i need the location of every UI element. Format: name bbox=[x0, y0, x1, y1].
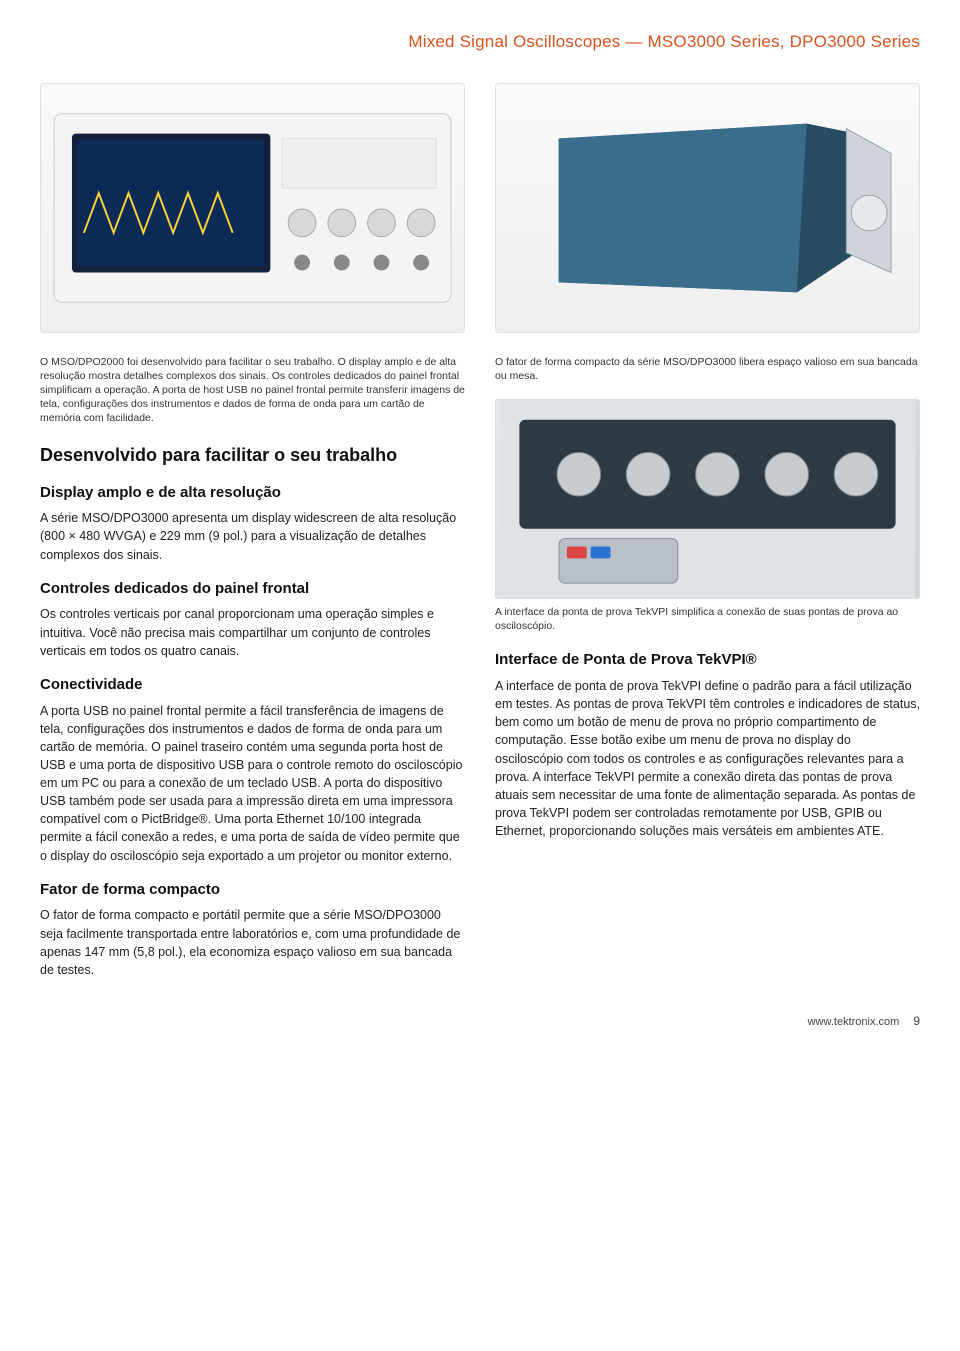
heading-controls: Controles dedicados do painel frontal bbox=[40, 578, 465, 600]
left-column: O MSO/DPO2000 foi desenvolvido para faci… bbox=[40, 355, 465, 987]
right-column: O fator de forma compacto da série MSO/D… bbox=[495, 355, 920, 987]
footer-page-number: 9 bbox=[913, 1013, 920, 1030]
heading-connectivity: Conectividade bbox=[40, 674, 465, 696]
heading-tekvpi: Interface de Ponta de Prova TekVPI® bbox=[495, 649, 920, 671]
hero-image-left bbox=[40, 83, 465, 333]
hero-image-right bbox=[495, 83, 920, 333]
probe-image bbox=[495, 399, 920, 599]
right-caption-1: O fator de forma compacto da série MSO/D… bbox=[495, 355, 920, 383]
hero-image-row bbox=[40, 83, 920, 333]
para-display: A série MSO/DPO3000 apresenta um display… bbox=[40, 509, 465, 563]
probe-closeup-icon bbox=[496, 400, 919, 598]
para-connectivity: A porta USB no painel frontal permite a … bbox=[40, 702, 465, 865]
content-columns: O MSO/DPO2000 foi desenvolvido para faci… bbox=[40, 355, 920, 987]
footer-url: www.tektronix.com bbox=[808, 1015, 900, 1031]
oscilloscope-side-icon bbox=[496, 84, 919, 332]
para-controls: Os controles verticais por canal proporc… bbox=[40, 605, 465, 659]
oscilloscope-front-icon bbox=[41, 84, 464, 332]
page-header-title: Mixed Signal Oscilloscopes — MSO3000 Ser… bbox=[40, 30, 920, 55]
heading-main: Desenvolvido para facilitar o seu trabal… bbox=[40, 442, 465, 468]
para-tekvpi: A interface de ponta de prova TekVPI def… bbox=[495, 677, 920, 840]
page-footer: www.tektronix.com 9 bbox=[40, 1013, 920, 1031]
heading-formfactor: Fator de forma compacto bbox=[40, 879, 465, 901]
heading-display: Display amplo e de alta resolução bbox=[40, 482, 465, 504]
left-caption-1: O MSO/DPO2000 foi desenvolvido para faci… bbox=[40, 355, 465, 426]
right-caption-2: A interface da ponta de prova TekVPI sim… bbox=[495, 605, 920, 633]
para-formfactor: O fator de forma compacto e portátil per… bbox=[40, 906, 465, 979]
